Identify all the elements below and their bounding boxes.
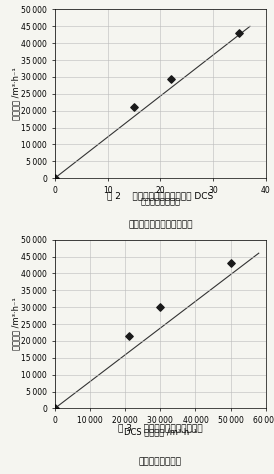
- X-axis label: DCS 显示风量 /m³·h⁻¹: DCS 显示风量 /m³·h⁻¹: [124, 428, 197, 437]
- Point: [126, 332, 131, 340]
- Point: [132, 103, 136, 111]
- Point: [53, 405, 57, 412]
- Point: [169, 75, 173, 82]
- Point: [53, 174, 57, 182]
- Text: 图 2    一次热风总风实测流量与 DCS: 图 2 一次热风总风实测流量与 DCS: [107, 191, 213, 200]
- Text: 显示风量的关系图: 显示风量的关系图: [139, 457, 182, 466]
- Point: [229, 259, 233, 267]
- Text: 测量元件差压开方的关系图: 测量元件差压开方的关系图: [128, 220, 193, 229]
- Text: 图 3    一次热风总风实测流量与: 图 3 一次热风总风实测流量与: [118, 423, 202, 432]
- Y-axis label: 实测风量 /m³·h⁻¹: 实测风量 /m³·h⁻¹: [11, 298, 20, 350]
- Point: [158, 303, 162, 311]
- X-axis label: 测量元件差压开方: 测量元件差压开方: [140, 198, 180, 207]
- Point: [237, 29, 242, 37]
- Y-axis label: 实测风量 /m³·h⁻¹: 实测风量 /m³·h⁻¹: [11, 67, 20, 120]
